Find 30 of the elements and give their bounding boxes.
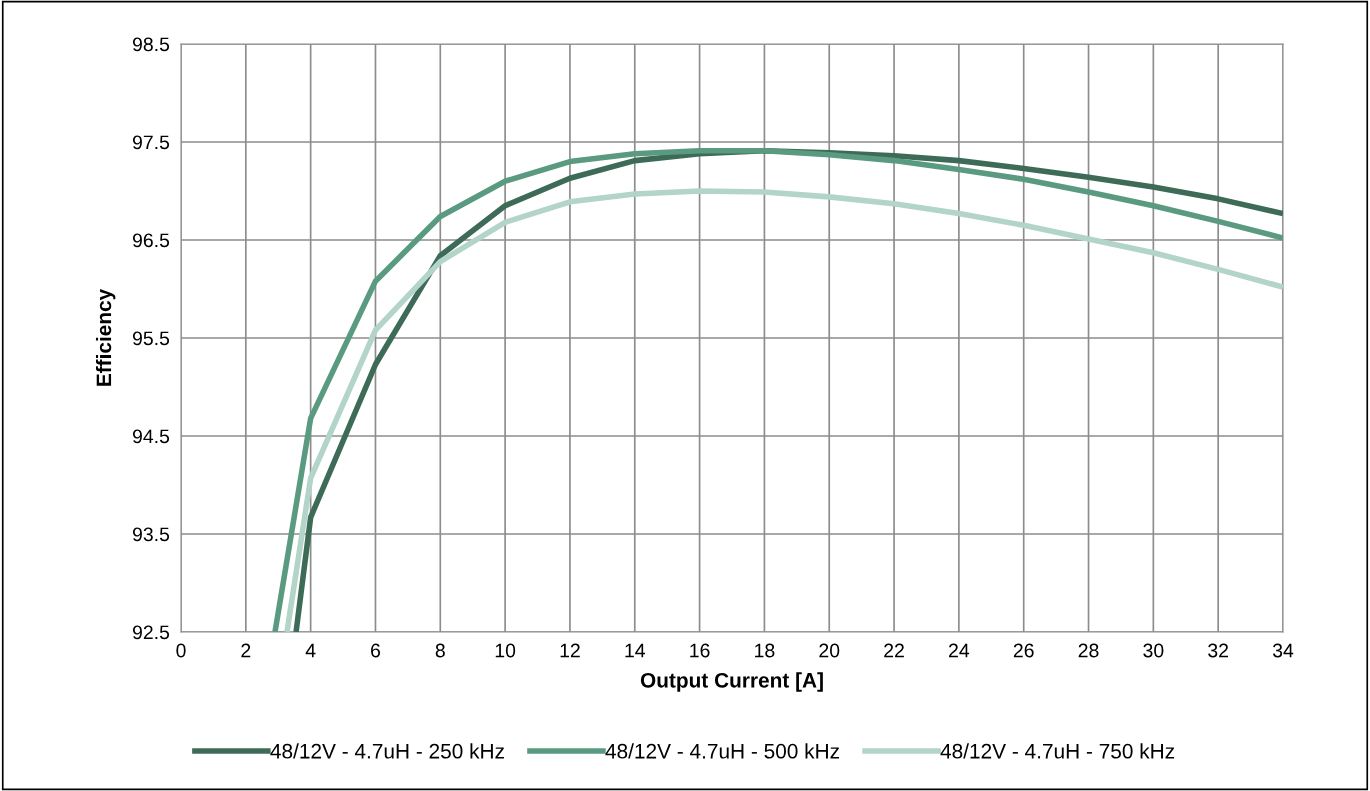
x-tick-label: 0 — [176, 643, 186, 658]
x-tick-label: 12 — [560, 643, 580, 658]
x-tick-label: 22 — [884, 643, 904, 658]
x-tick-label: 26 — [1013, 643, 1034, 658]
x-tick-label: 2 — [241, 643, 251, 658]
y-tick-label: 96.5 — [132, 233, 170, 248]
x-tick-label: 8 — [435, 643, 445, 658]
x-tick-label: 6 — [371, 643, 381, 658]
x-tick-label: 18 — [755, 643, 775, 658]
x-tick-label: 30 — [1143, 643, 1164, 658]
legend-label: 48/12V - 4.7uH - 500 kHz — [605, 743, 840, 759]
y-tick-label: 97.5 — [132, 135, 170, 150]
y-tick-label: 94.5 — [132, 429, 170, 444]
x-tick-label: 16 — [690, 643, 710, 658]
y-tick-label: 98.5 — [132, 37, 170, 52]
x-tick-label: 32 — [1208, 643, 1229, 658]
legend-label: 48/12V - 4.7uH - 750 kHz — [940, 743, 1175, 759]
x-tick-label: 10 — [495, 643, 516, 658]
x-tick-label: 34 — [1272, 643, 1294, 658]
y-axis-title: Efficiency — [95, 288, 116, 386]
y-tick-label: 95.5 — [132, 331, 170, 346]
y-tick-label: 93.5 — [132, 527, 170, 542]
x-tick-label: 20 — [819, 643, 840, 658]
x-tick-label: 24 — [949, 643, 970, 658]
y-tick-label: 92.5 — [132, 625, 170, 640]
x-tick-label: 14 — [625, 643, 646, 658]
x-tick-label: 4 — [305, 643, 316, 658]
x-tick-label: 28 — [1078, 643, 1099, 658]
x-axis-title: Output Current [A] — [640, 672, 823, 692]
legend-label: 48/12V - 4.7uH - 250 kHz — [270, 743, 504, 759]
